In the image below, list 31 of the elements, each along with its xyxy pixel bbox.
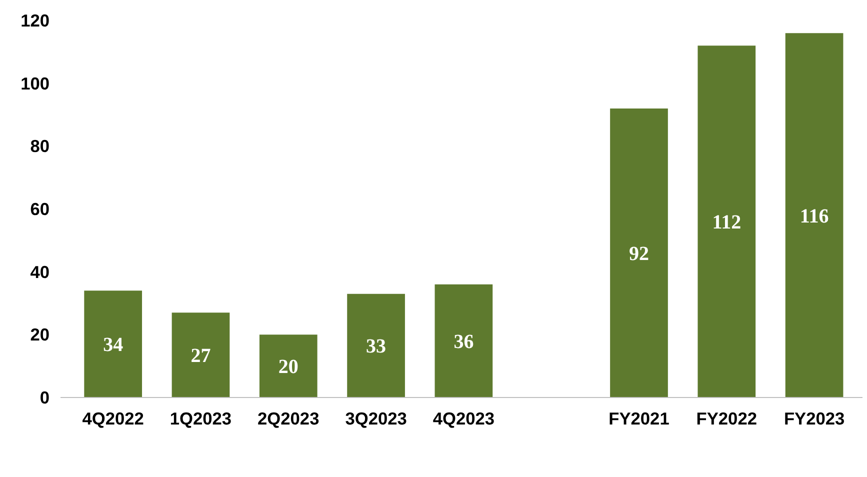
y-tick-label: 20 bbox=[30, 324, 50, 345]
data-label: 36 bbox=[454, 330, 474, 353]
x-tick-label: 1Q2023 bbox=[170, 408, 232, 428]
bar bbox=[172, 312, 230, 398]
y-tick-label: 40 bbox=[30, 262, 50, 282]
x-tick-label: FY2022 bbox=[696, 408, 757, 428]
y-tick-label: 60 bbox=[30, 199, 50, 219]
x-tick-label: FY2023 bbox=[784, 408, 845, 428]
data-label: 33 bbox=[366, 336, 386, 358]
x-tick-label: 2Q2023 bbox=[258, 408, 320, 428]
bar bbox=[84, 290, 142, 398]
y-tick-label: 0 bbox=[40, 388, 50, 408]
y-tick-label: 80 bbox=[30, 136, 50, 156]
data-label: 20 bbox=[278, 356, 298, 378]
x-tick-label: 3Q2023 bbox=[345, 408, 408, 428]
y-tick-label: 100 bbox=[20, 73, 50, 94]
data-label: 112 bbox=[712, 212, 742, 234]
x-tick-label: FY2021 bbox=[608, 408, 670, 428]
data-label: 34 bbox=[103, 334, 124, 356]
data-label: 116 bbox=[800, 205, 829, 228]
x-tick-label: 4Q2023 bbox=[432, 408, 495, 428]
data-label: 92 bbox=[628, 242, 649, 265]
bar bbox=[434, 284, 493, 398]
bar bbox=[785, 33, 844, 398]
bar bbox=[610, 108, 668, 398]
bar bbox=[347, 294, 405, 398]
bar bbox=[698, 46, 756, 398]
bar bbox=[259, 334, 318, 398]
x-tick-label: 4Q2022 bbox=[82, 408, 144, 428]
y-tick-label: 120 bbox=[20, 10, 50, 30]
data-label: 27 bbox=[190, 345, 211, 368]
